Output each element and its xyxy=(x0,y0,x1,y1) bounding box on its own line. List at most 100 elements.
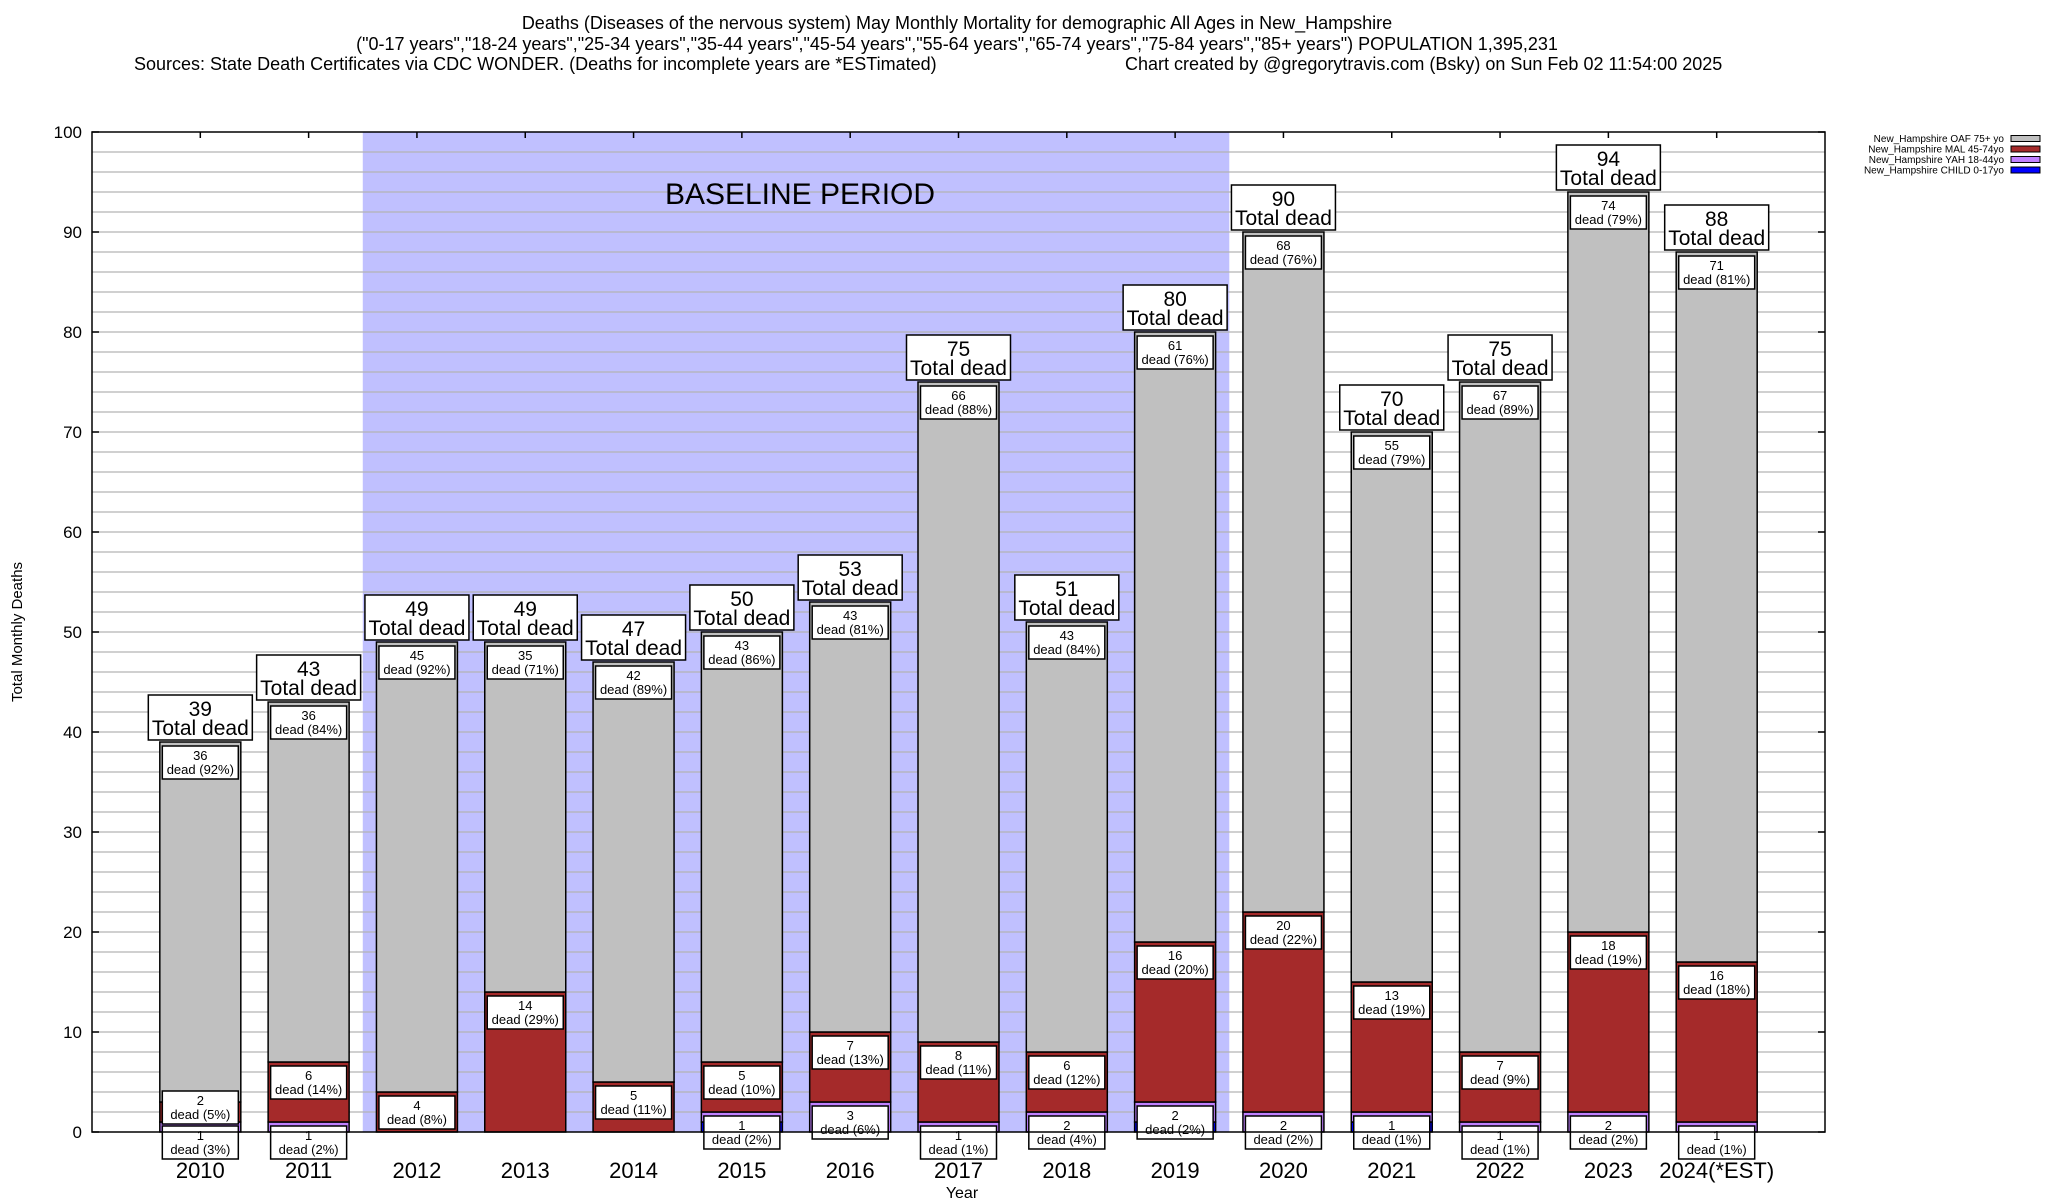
segment-label-box xyxy=(269,705,348,740)
total-label-value: 49 xyxy=(405,598,428,621)
legend-swatch xyxy=(2010,156,2041,163)
total-label-box xyxy=(689,584,795,631)
segment-label-count: 74 xyxy=(1601,198,1615,213)
y-tick-label: 0 xyxy=(73,1123,82,1142)
segment-label-pct: dead (1%) xyxy=(929,1142,989,1157)
segment-label-count: 67 xyxy=(1493,388,1507,403)
segment-label-count: 2 xyxy=(1605,1118,1612,1133)
segment-label-box xyxy=(486,995,564,1030)
bar-segment xyxy=(917,381,1000,1043)
bar-segment xyxy=(1350,431,1433,983)
segment-label-count: 16 xyxy=(1709,968,1723,983)
y-tick-label: 100 xyxy=(54,123,82,142)
segment-label-box xyxy=(1028,1055,1106,1090)
segment-label-pct: dead (8%) xyxy=(387,1112,447,1127)
segment-label-count: 6 xyxy=(305,1068,312,1083)
segment-label-pct: dead (2%) xyxy=(279,1142,339,1157)
legend-label: New_Hampshire OAF 75+ yo xyxy=(1874,134,2005,145)
segment-label-pct: dead (2%) xyxy=(1578,1132,1638,1147)
segment-label-pct: dead (19%) xyxy=(1358,1002,1425,1017)
total-label-text: Total dead xyxy=(477,617,574,640)
segment-label-count: 2 xyxy=(1280,1118,1287,1133)
bar-segment xyxy=(159,741,242,1103)
segment-label-box xyxy=(1569,935,1648,970)
segment-label-box xyxy=(1569,195,1648,230)
segment-label-pct: dead (2%) xyxy=(1145,1122,1205,1137)
segment-label-count: 55 xyxy=(1385,438,1399,453)
segment-label-count: 2 xyxy=(1172,1108,1179,1123)
y-axis-label: Total Monthly Deaths xyxy=(9,562,26,702)
x-tick-label: 2011 xyxy=(285,1158,332,1183)
x-tick-label: 2014 xyxy=(609,1158,658,1183)
total-label-value: 90 xyxy=(1272,188,1295,211)
total-label-box xyxy=(1230,184,1337,231)
segment-label-box xyxy=(811,1105,889,1140)
segment-label-count: 43 xyxy=(843,608,857,623)
total-label-text: Total dead xyxy=(1452,357,1549,380)
y-tick-label: 20 xyxy=(63,923,82,942)
total-label-value: 94 xyxy=(1597,148,1621,171)
segment-label-pct: dead (1%) xyxy=(1687,1142,1747,1157)
segment-label-pct: dead (20%) xyxy=(1142,962,1209,977)
segment-label-box xyxy=(1461,1055,1539,1090)
total-label-text: Total dead xyxy=(910,357,1007,380)
segment-label-box xyxy=(378,645,456,680)
total-label-text: Total dead xyxy=(802,577,899,600)
segment-label-count: 7 xyxy=(847,1038,854,1053)
bar-segment xyxy=(267,701,350,1063)
y-tick-label: 60 xyxy=(63,523,82,542)
bar-segment xyxy=(1675,251,1758,963)
segment-label-count: 1 xyxy=(955,1128,962,1143)
total-label-text: Total dead xyxy=(1668,227,1765,250)
bar-segment xyxy=(1458,381,1542,1053)
total-label-text: Total dead xyxy=(693,607,790,630)
segment-label-count: 18 xyxy=(1601,938,1615,953)
segment-label-count: 20 xyxy=(1276,918,1290,933)
segment-label-box xyxy=(594,1085,673,1120)
segment-label-count: 45 xyxy=(410,648,424,663)
bar-segment xyxy=(592,661,675,1083)
y-tick-label: 50 xyxy=(63,623,82,642)
total-label-value: 51 xyxy=(1055,578,1078,601)
segment-label-box xyxy=(919,385,998,420)
segment-label-pct: dead (76%) xyxy=(1250,252,1317,267)
total-label-value: 49 xyxy=(514,598,537,621)
segment-label-count: 66 xyxy=(951,388,965,403)
total-label-box xyxy=(255,654,362,701)
x-tick-label: 2021 xyxy=(1367,1158,1416,1183)
segment-label-box xyxy=(811,1035,889,1070)
segment-label-count: 61 xyxy=(1168,338,1182,353)
segment-label-pct: dead (92%) xyxy=(383,662,450,677)
segment-label-pct: dead (9%) xyxy=(1470,1072,1530,1087)
x-axis-label: Year xyxy=(946,1185,979,1200)
segment-label-box xyxy=(1461,385,1539,420)
segment-label-pct: dead (76%) xyxy=(1142,352,1209,367)
segment-label-count: 1 xyxy=(197,1128,204,1143)
segment-label-pct: dead (10%) xyxy=(708,1082,775,1097)
segment-label-box xyxy=(161,1090,240,1125)
segment-label-pct: dead (71%) xyxy=(492,662,559,677)
segment-label-box xyxy=(1136,1105,1214,1140)
segment-label-pct: dead (89%) xyxy=(600,682,667,697)
y-tick-label: 30 xyxy=(63,823,82,842)
segment-label-pct: dead (79%) xyxy=(1575,212,1642,227)
x-tick-label: 2018 xyxy=(1042,1158,1091,1183)
segment-label-pct: dead (6%) xyxy=(820,1122,880,1137)
x-tick-label: 2010 xyxy=(176,1158,225,1183)
segment-label-pct: dead (4%) xyxy=(1037,1132,1097,1147)
segment-label-count: 13 xyxy=(1385,988,1399,1003)
segment-label-count: 68 xyxy=(1276,238,1290,253)
total-label-text: Total dead xyxy=(585,637,682,660)
segment-label-box xyxy=(1244,915,1323,950)
segment-label-pct: dead (11%) xyxy=(925,1062,991,1077)
total-label-box xyxy=(364,594,470,641)
bar-segment xyxy=(1242,231,1325,913)
segment-label-box xyxy=(703,635,781,670)
segment-label-pct: dead (29%) xyxy=(492,1012,559,1027)
x-tick-label: 2012 xyxy=(392,1158,441,1183)
total-label-box xyxy=(1122,284,1228,331)
total-label-box xyxy=(797,554,903,601)
segment-label-pct: dead (79%) xyxy=(1358,452,1425,467)
segment-label-box xyxy=(1028,625,1106,660)
sources-note: Sources: State Death Certificates via CD… xyxy=(134,54,937,74)
